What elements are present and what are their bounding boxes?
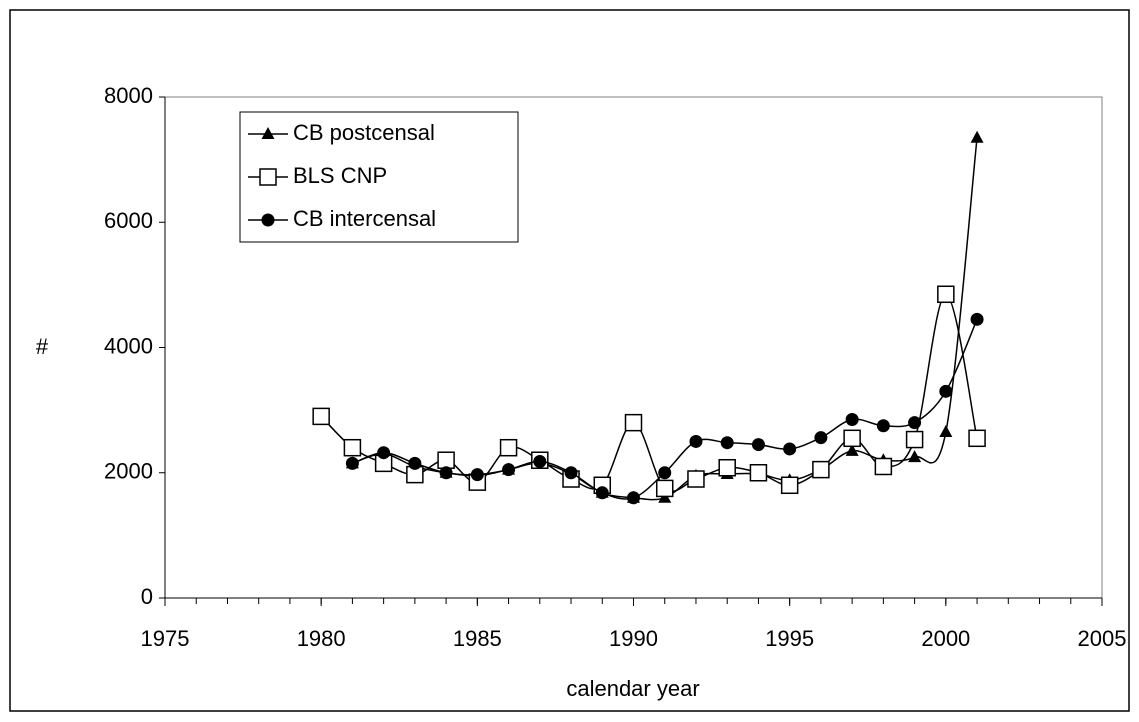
marker-circle — [377, 446, 391, 460]
marker-square — [749, 464, 768, 482]
x-tick-label: 1985 — [453, 626, 502, 651]
legend-marker — [259, 168, 277, 186]
marker-square — [905, 430, 924, 449]
marker-circle — [533, 454, 547, 468]
marker-square — [937, 285, 955, 304]
chart-frame — [9, 9, 1130, 712]
marker-circle — [908, 416, 922, 430]
legend-label: CB intercensal — [293, 206, 436, 231]
marker-circle — [876, 419, 890, 433]
marker-square — [812, 460, 830, 479]
marker-square — [843, 429, 861, 448]
marker-circle — [689, 434, 703, 448]
marker-circle — [564, 466, 578, 480]
marker-circle — [439, 466, 453, 480]
marker-square — [780, 476, 799, 495]
marker-square — [718, 458, 736, 477]
y-tick-label: 2000 — [104, 459, 153, 484]
marker-square — [437, 451, 455, 469]
marker-circle — [970, 312, 984, 326]
marker-square — [624, 413, 643, 432]
y-tick-label: 4000 — [104, 333, 153, 358]
x-axis-label: calendar year — [566, 676, 699, 701]
legend-label: CB postcensal — [293, 120, 435, 145]
marker-circle — [845, 413, 859, 427]
x-tick-label: 1990 — [609, 626, 658, 651]
marker-square — [687, 470, 705, 488]
y-tick-label: 6000 — [104, 208, 153, 233]
marker-square — [499, 438, 518, 457]
marker-triangle — [908, 450, 922, 463]
y-tick-label: 0 — [141, 584, 153, 609]
marker-circle — [627, 491, 640, 505]
y-axis-label: # — [36, 334, 49, 359]
legend-label: BLS CNP — [293, 163, 387, 188]
marker-triangle — [939, 425, 953, 438]
legend-marker — [261, 213, 275, 227]
marker-triangle — [970, 130, 984, 143]
marker-square — [874, 457, 893, 476]
marker-square — [312, 407, 330, 426]
marker-square — [655, 479, 674, 498]
marker-triangle — [845, 443, 859, 456]
legend-marker — [261, 127, 275, 139]
x-tick-label: 2000 — [921, 626, 970, 651]
marker-square — [343, 438, 362, 457]
marker-circle — [345, 456, 359, 470]
marker-circle — [502, 463, 516, 477]
x-tick-label: 1975 — [141, 626, 190, 651]
marker-circle — [751, 438, 765, 452]
x-tick-label: 1995 — [765, 626, 814, 651]
x-tick-label: 2005 — [1078, 626, 1127, 651]
marker-circle — [595, 486, 609, 500]
marker-circle — [658, 466, 672, 480]
x-tick-label: 1980 — [297, 626, 346, 651]
marker-circle — [408, 456, 422, 470]
marker-circle — [783, 442, 797, 456]
marker-square — [968, 429, 986, 448]
marker-circle — [470, 468, 484, 482]
marker-circle — [939, 384, 953, 398]
marker-circle — [720, 436, 734, 450]
y-tick-label: 8000 — [104, 83, 153, 108]
marker-circle — [814, 431, 828, 445]
